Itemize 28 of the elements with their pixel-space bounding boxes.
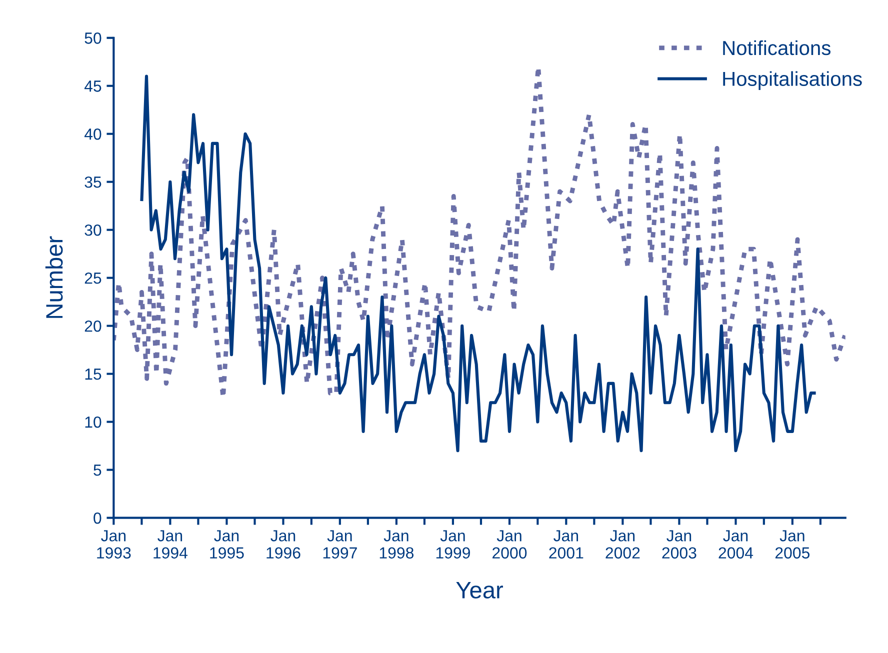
legend-label: Notifications bbox=[723, 40, 830, 56]
x-tick-label: Jan 2002 bbox=[606, 530, 640, 559]
x-tick-label: Jan 1993 bbox=[97, 530, 131, 559]
legend-label: Hospitalisations bbox=[723, 71, 862, 90]
y-tick-label: 20 bbox=[84, 320, 102, 332]
y-tick-label: 50 bbox=[84, 32, 102, 44]
x-tick-label: Jan 1995 bbox=[210, 530, 244, 559]
y-tick-label: 40 bbox=[84, 128, 102, 140]
y-tick-label: 10 bbox=[85, 416, 102, 428]
y-tick-label: 0 bbox=[94, 512, 102, 524]
x-tick-label: Jan 2003 bbox=[662, 530, 696, 559]
y-tick-label: 45 bbox=[84, 80, 102, 92]
x-tick-label: Jan 1997 bbox=[323, 530, 357, 559]
y-axis-title: Number bbox=[45, 236, 63, 318]
x-axis-title: Year bbox=[456, 582, 503, 599]
x-tick-label: Jan 2000 bbox=[492, 530, 527, 559]
x-tick-label: Jan 2001 bbox=[549, 530, 584, 559]
x-tick-label: Jan 1996 bbox=[266, 530, 300, 559]
y-tick-label: 30 bbox=[84, 224, 102, 236]
y-tick-label: 35 bbox=[84, 176, 102, 188]
x-tick-label: Jan 2005 bbox=[775, 530, 810, 559]
y-tick-label: 15 bbox=[85, 368, 102, 380]
x-tick-label: Jan 1998 bbox=[380, 530, 414, 559]
x-tick-label: Jan 2004 bbox=[718, 530, 754, 559]
x-tick-label: Jan 1994 bbox=[154, 530, 188, 559]
y-tick-label: 25 bbox=[84, 272, 102, 284]
y-tick-label: 5 bbox=[94, 464, 102, 476]
x-tick-label: Jan 1999 bbox=[436, 530, 470, 559]
